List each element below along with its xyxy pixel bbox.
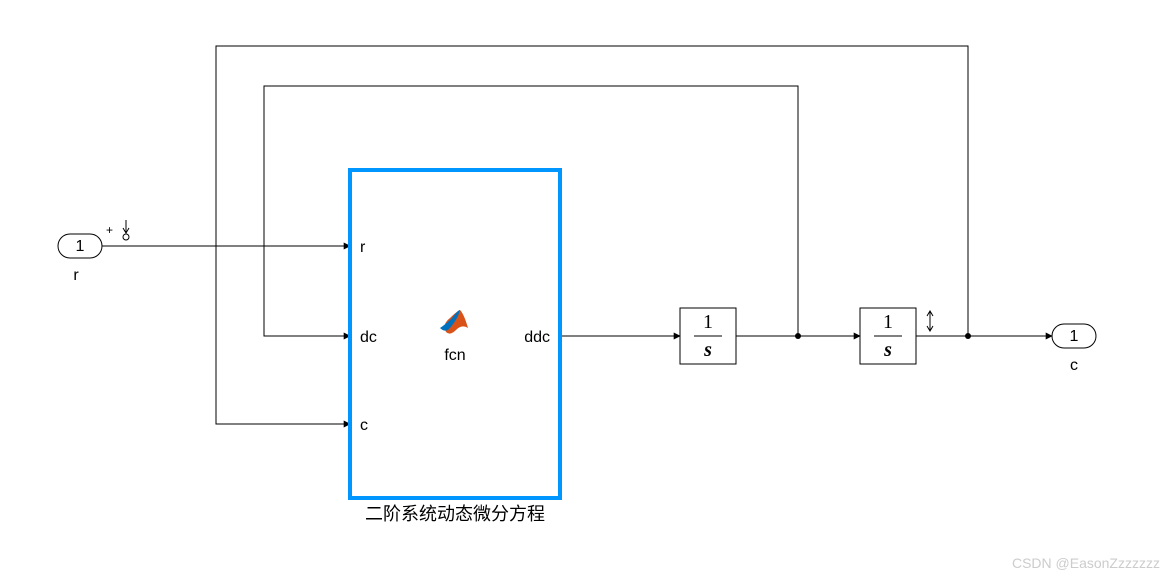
integrator2-den: s (883, 339, 892, 361)
inport-step-glyph (123, 220, 129, 240)
watermark-text: CSDN @EasonZzzzzzz (1012, 555, 1160, 571)
signal-feedback-c (216, 46, 968, 424)
inport-block[interactable]: 1 (58, 234, 108, 258)
node-c-tap (965, 333, 971, 339)
integrator2-ic-glyph (927, 311, 933, 331)
outport-label: c (1070, 357, 1078, 374)
fcn-out-ddc-label: ddc (524, 329, 550, 346)
fcn-in-r-label: r (360, 239, 366, 256)
fcn-in-dc-label: dc (360, 329, 377, 346)
fcn-center-text: fcn (444, 347, 465, 364)
inport-number: 1 (76, 238, 85, 255)
fcn-in-c-label: c (360, 417, 368, 434)
inport-plus-glyph: + (106, 223, 113, 237)
inport-label: r (73, 267, 79, 284)
fcn-caption: 二阶系统动态微分方程 (365, 504, 545, 524)
fcn-block[interactable]: r dc c ddc fcn (350, 170, 560, 498)
node-dc-tap (795, 333, 801, 339)
outport-number: 1 (1070, 328, 1079, 345)
integrator2-block[interactable]: 1 s (860, 308, 916, 364)
integrator2-num: 1 (883, 311, 893, 333)
integrator1-den: s (703, 339, 712, 361)
outport-block[interactable]: 1 (1052, 324, 1096, 348)
integrator1-num: 1 (703, 311, 713, 333)
integrator1-block[interactable]: 1 s (680, 308, 736, 364)
